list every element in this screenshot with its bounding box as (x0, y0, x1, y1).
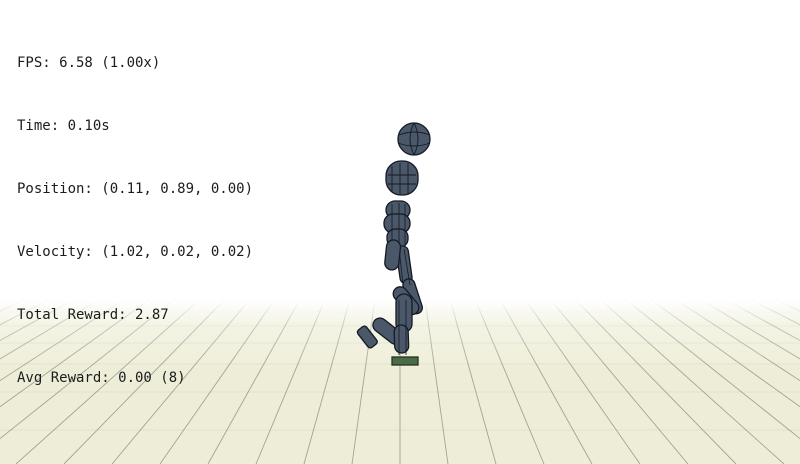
total-reward-readout: Total Reward: 2.87 (17, 307, 169, 323)
humanoid-character[interactable] (356, 122, 431, 366)
avg-reward-readout: Avg Reward: 0.00 (8) (17, 370, 186, 386)
hud-overlay: FPS: 6.58 (1.00x) Time: 0.10s Position: … (17, 11, 253, 431)
right-leg (393, 293, 413, 355)
head (385, 160, 419, 196)
torso (383, 200, 411, 248)
fps-readout: FPS: 6.58 (1.00x) (17, 55, 161, 71)
position-readout: Position: (0.11, 0.89, 0.00) (17, 181, 254, 197)
ball[interactable] (397, 122, 431, 156)
velocity-readout: Velocity: (1.02, 0.02, 0.02) (17, 244, 254, 260)
time-readout: Time: 0.10s (17, 118, 110, 134)
foot-contact-marker (391, 356, 419, 366)
